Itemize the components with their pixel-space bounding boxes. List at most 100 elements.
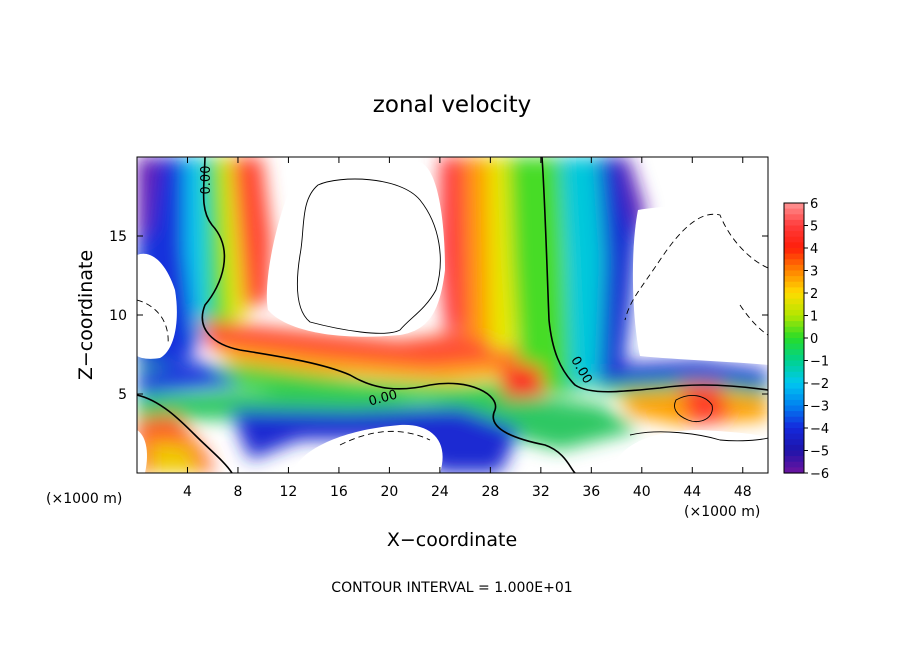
x-tick-label: 40: [633, 484, 651, 500]
colorbar-step: [784, 281, 804, 288]
colorbar-step: [784, 276, 804, 283]
colorbar-step: [784, 366, 804, 373]
colorbar-tick-label: 4: [810, 242, 818, 257]
x-tick-label: 16: [330, 484, 348, 500]
colorbar-tick-label: −5: [810, 445, 829, 460]
colorbar-step: [784, 259, 804, 266]
x-tick-label: 36: [582, 484, 600, 500]
colorbar-step: [784, 416, 804, 423]
colorbar-step: [784, 467, 804, 474]
colorbar-step: [784, 399, 804, 407]
colorbar-tick-label: 5: [810, 220, 818, 235]
contour-zero-center: [541, 157, 768, 393]
colorbar-tick-label: −2: [810, 377, 829, 392]
x-tick-label: 44: [683, 484, 701, 500]
colorbar-step: [784, 338, 804, 345]
field-white-region-left: [137, 253, 177, 359]
x-tick-label: 48: [734, 484, 752, 500]
field-left-red: [232, 157, 272, 310]
colorbar-step: [784, 231, 804, 238]
colorbar-step: [784, 293, 804, 300]
colorbar-tick-label: 0: [810, 332, 818, 347]
field-left-purple: [137, 157, 160, 240]
colorbar-tick-label: 3: [810, 265, 818, 280]
y-tick-label: 10: [109, 308, 127, 324]
colorbar-step: [784, 371, 804, 378]
colorbar-step: [784, 326, 804, 333]
colorbar-step: [784, 298, 804, 305]
colorbar-step: [784, 411, 804, 418]
colorbar-step: [784, 270, 804, 277]
field-col-green: [508, 157, 570, 385]
x-tick-label: 12: [280, 484, 298, 500]
y-axis-label: Z−coordinate: [75, 250, 97, 380]
contour-pos-spot: [674, 394, 713, 423]
colorbar-step: [784, 383, 804, 390]
contour-interval-note: CONTOUR INTERVAL = 1.000E+01: [331, 580, 572, 596]
contour-label-middle: 0.00: [367, 387, 399, 409]
contour-neg-left: [137, 299, 169, 346]
contour-neg-right-lower: [739, 304, 768, 336]
field-white-region-center: [266, 161, 445, 337]
x-tick-label: 20: [380, 484, 398, 500]
colorbar-step: [784, 253, 804, 260]
field-band-orange: [215, 345, 560, 382]
colorbar-step: [784, 248, 804, 255]
colorbar-step: [784, 456, 804, 463]
colorbar-step: [784, 219, 804, 227]
contour-neg-bottom: [339, 430, 431, 446]
colorbar-step: [784, 264, 804, 272]
colorbar-step: [784, 405, 804, 412]
x-unit-label: (×1000 m): [684, 504, 760, 520]
chart-title: zonal velocity: [373, 92, 531, 118]
field-white-region-right: [632, 202, 768, 365]
colorbar-step: [784, 461, 804, 468]
x-axis-label: X−coordinate: [387, 529, 517, 551]
field-band-blue: [137, 360, 240, 395]
x-tick-label: 24: [431, 484, 449, 500]
colorbar-frame: [783, 202, 805, 474]
colorbar-step: [784, 394, 804, 401]
x-tick-label: 4: [183, 484, 192, 500]
field-spot-red: [500, 365, 545, 398]
y-tick-label: 5: [118, 387, 127, 403]
colorbar-step: [784, 450, 804, 457]
colorbar-tick-label: −3: [810, 400, 829, 415]
contour-label-left: 0.00: [199, 166, 214, 195]
colorbar-step: [784, 304, 804, 311]
colorbar-step: [784, 439, 804, 446]
velocity-field: [137, 157, 768, 473]
colorbar-step: [784, 309, 804, 317]
contour-zero-left: [201, 157, 576, 473]
x-ticks: 4 8 12 16 20 24 28 32 36 40 44 48: [183, 157, 752, 500]
colorbar-step: [784, 287, 804, 294]
contour-neg-right: [624, 213, 768, 321]
y-tick-label: 15: [109, 229, 127, 245]
colorbar-step: [784, 388, 804, 395]
field-white-region-bottom-left: [137, 430, 148, 473]
colorbar-step: [784, 242, 804, 249]
colorbar-step: [784, 377, 804, 384]
contour-zero-left-low: [137, 394, 233, 473]
colorbar-tick-label: 1: [810, 310, 818, 325]
colorbar-step: [784, 315, 804, 322]
colorbar-step: [784, 422, 804, 429]
colorbar-step: [784, 214, 804, 221]
colorbar-step: [784, 321, 804, 328]
colorbar-step: [784, 360, 804, 367]
colorbar-tick-label: −1: [810, 355, 829, 370]
colorbar-step: [784, 428, 804, 435]
x-tick-label: 8: [233, 484, 242, 500]
y-ticks: 5 10 15: [109, 229, 768, 403]
colorbar-step: [784, 354, 804, 362]
field-lower-blue: [230, 408, 520, 473]
colorbar: 6 5 4 3 2 1 0 −1 −2 −3 −4 −5 −6: [784, 197, 829, 482]
colorbar-tick-label: 2: [810, 287, 818, 302]
colorbar-tick-label: −6: [810, 467, 829, 482]
field-white-region-bottom-right: [610, 430, 768, 473]
x-tick-label: 32: [532, 484, 550, 500]
colorbar-step: [784, 349, 804, 356]
colorbar-step: [784, 332, 804, 339]
colorbar-step: [784, 225, 804, 232]
